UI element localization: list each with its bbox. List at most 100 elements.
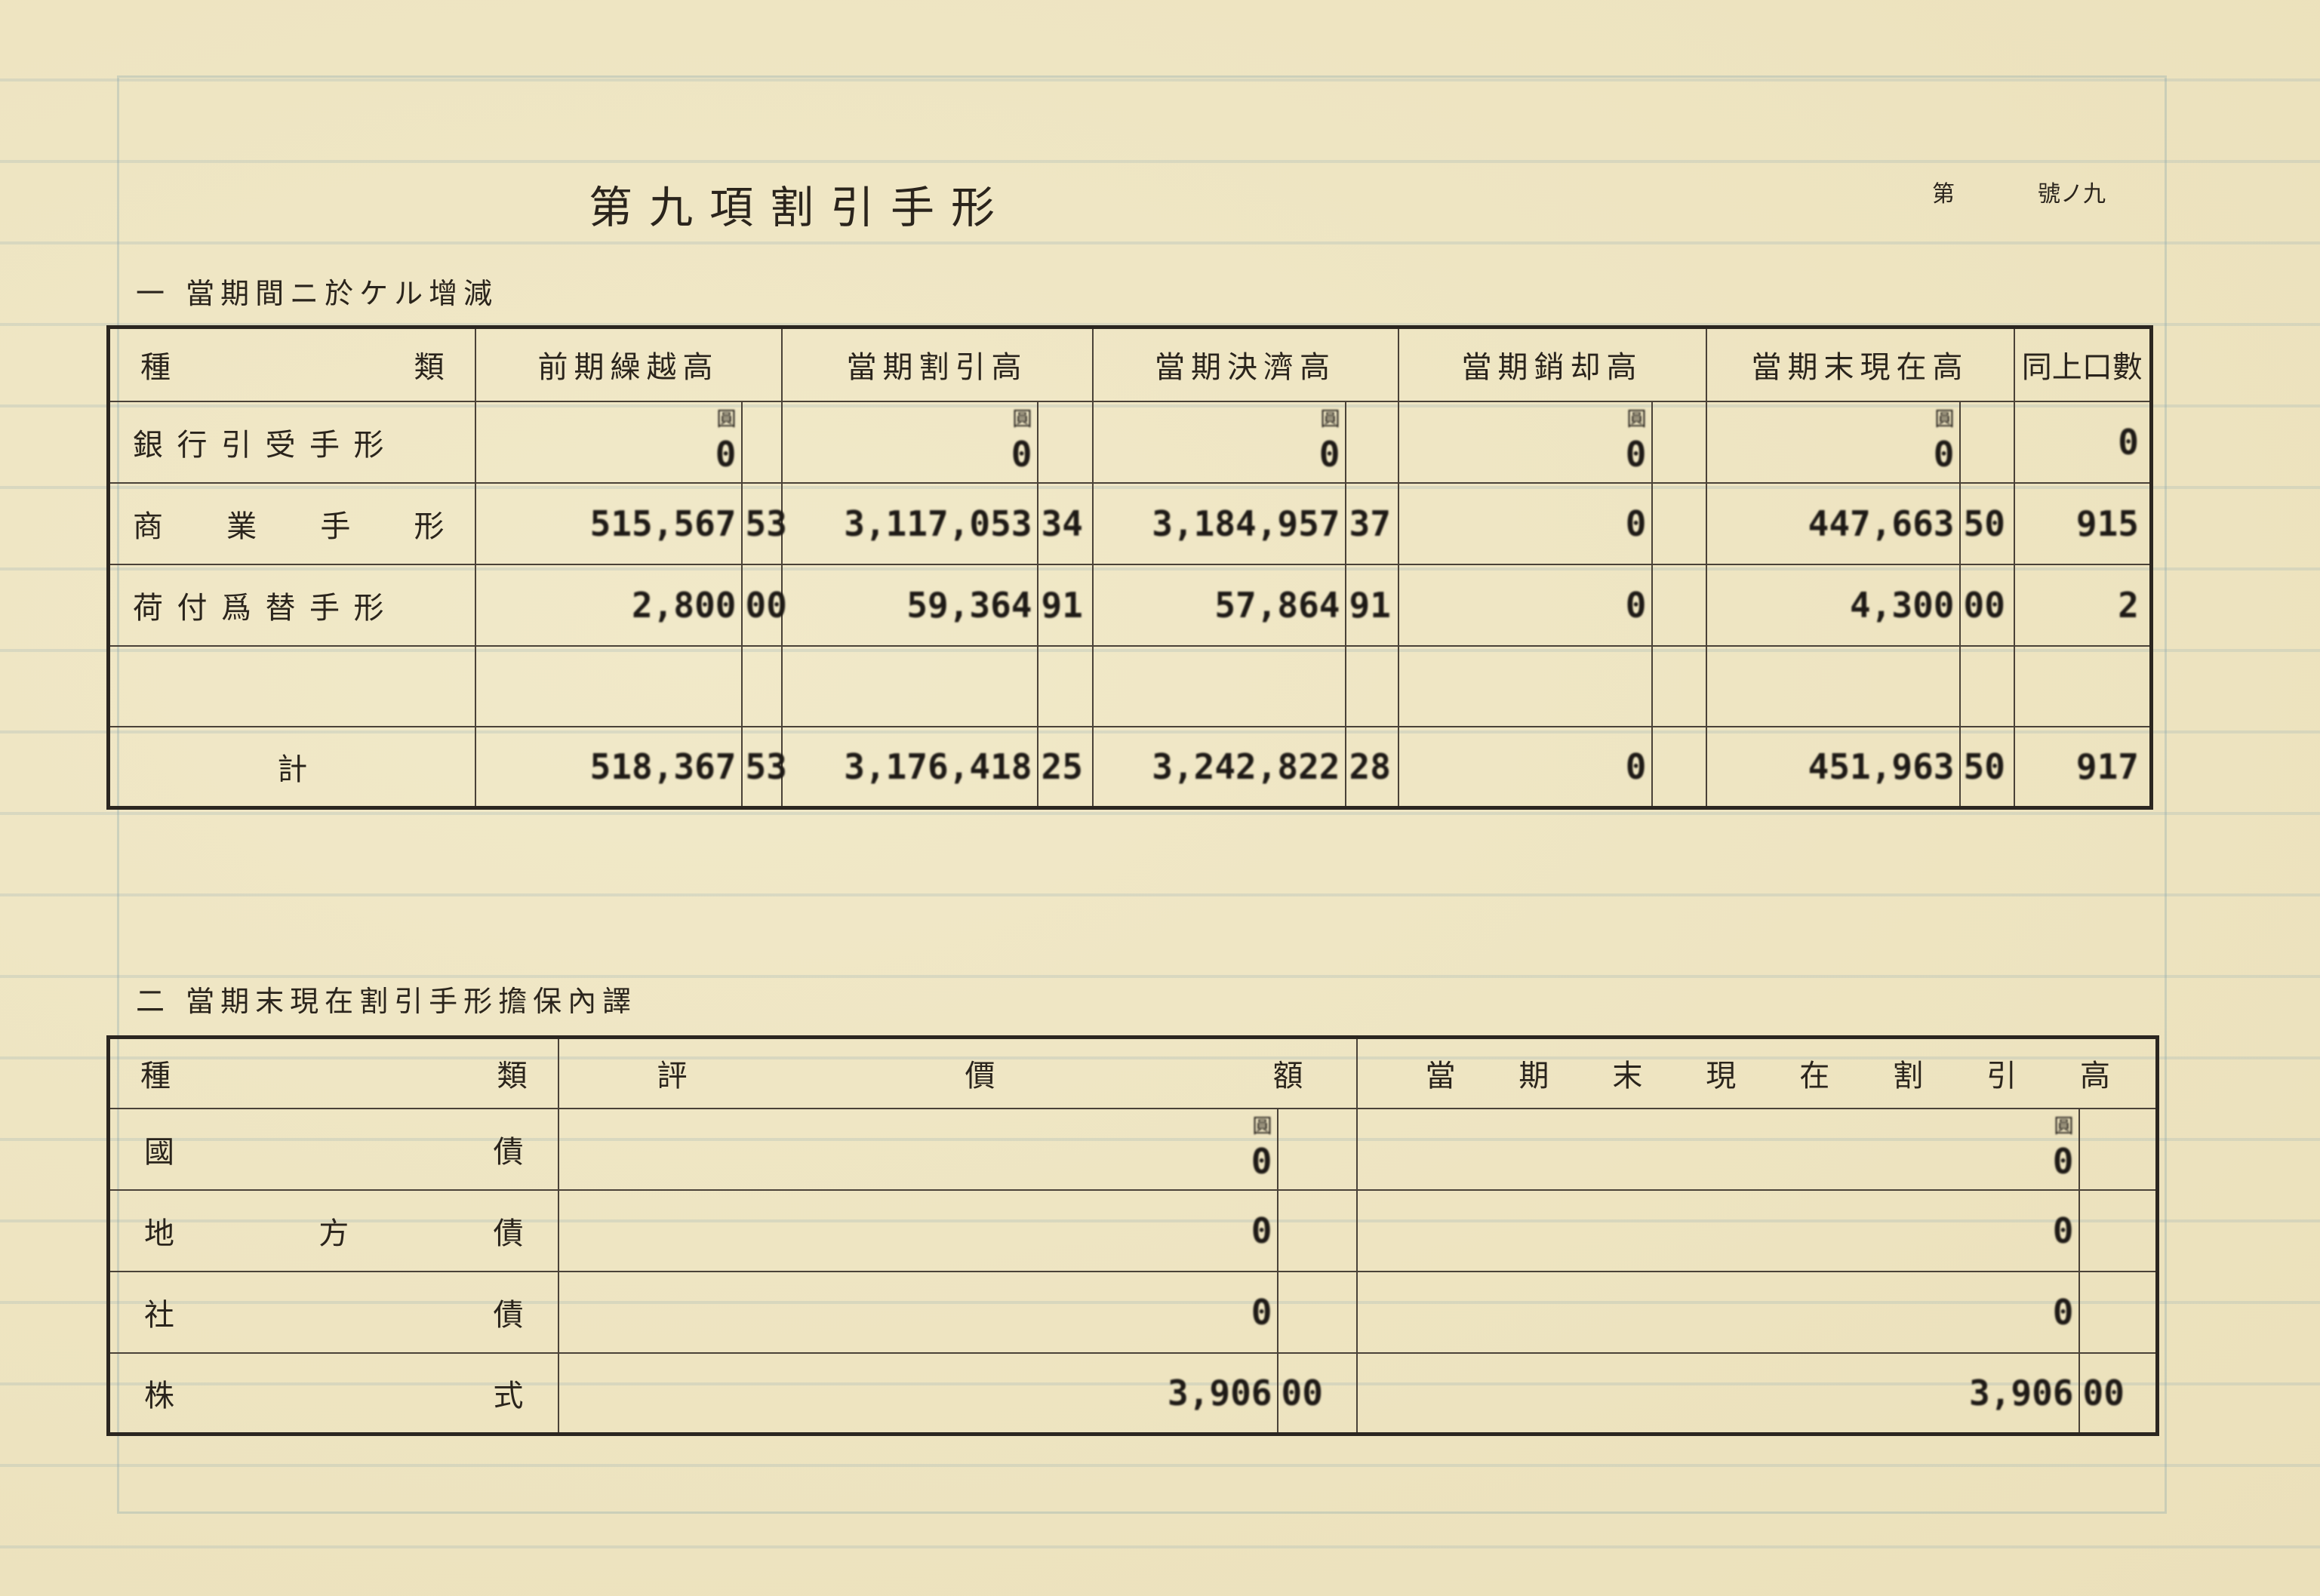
row-type: 地方債: [107, 1189, 559, 1272]
type-char: 評: [657, 1059, 688, 1094]
increase-decrease-table: 種類前期繰越高 當期割引高 當期決濟高 當期銷却高 當期末現在高 同上口數銀行引受手形 0 圓…: [106, 325, 2153, 810]
type-char: 高: [2079, 1059, 2110, 1094]
type-char: 在: [1799, 1059, 1830, 1094]
type-char: 價: [965, 1059, 995, 1094]
amount-sen: [2078, 1107, 2158, 1191]
amount-sen: 00: [1959, 563, 2015, 647]
amount-sen: [2078, 1189, 2158, 1272]
section2-heading: 二 當期末現在割引手形擔保內譯: [136, 985, 638, 1018]
amount-yen: 518,367: [474, 725, 743, 809]
type-label: 種類: [140, 1051, 528, 1095]
type-char: 計: [277, 752, 308, 787]
amount-yen: 0: [1355, 1270, 2080, 1354]
amount-yen: 447,663: [1705, 481, 1961, 565]
type-char: 社: [144, 1297, 174, 1333]
type-char: 割: [1893, 1059, 1924, 1094]
currency-unit: 圓: [1934, 407, 1955, 431]
amount-yen: [474, 644, 743, 727]
amount-sen: [1959, 644, 2015, 727]
amount-sen: [2078, 1270, 2158, 1354]
row-type: 銀行引受手形: [107, 400, 476, 484]
currency-unit: 圓: [1320, 407, 1340, 431]
amount-sen: [741, 644, 783, 727]
page-number-prefix: 第: [1932, 181, 1955, 208]
type-label: 荷付爲替手形: [133, 583, 384, 627]
amount-sen: [741, 400, 783, 484]
amount-sen: 00: [741, 563, 787, 647]
column-header: 當期決濟高: [1091, 326, 1399, 402]
amount-yen: 4,300: [1705, 563, 1961, 647]
type-char: 債: [493, 1297, 524, 1333]
type-char: 銀: [133, 427, 163, 463]
header-row: 種類前期繰越高 當期割引高 當期決濟高 當期銷却高 當期末現在高 同上口數: [107, 326, 2152, 402]
type-char: 引: [221, 427, 251, 463]
type-char: 現: [1706, 1059, 1737, 1094]
amount-yen: 3,242,822: [1091, 725, 1346, 809]
amount-sen: [1959, 400, 2015, 484]
currency-unit: 圓: [1626, 407, 1647, 431]
type-char: 式: [493, 1378, 524, 1413]
amount-sen: 00: [2078, 1352, 2158, 1435]
amount-sen: 91: [1037, 563, 1094, 647]
amount-yen: 451,963: [1705, 725, 1961, 809]
type-label: 計: [110, 745, 475, 789]
amount-sen: 00: [1277, 1352, 1358, 1435]
type-char: 類: [497, 1059, 528, 1094]
column-header: 當期銷却高: [1397, 326, 1707, 402]
column-header: 當期割引高: [780, 326, 1094, 402]
table-row: 荷付爲替手形 2,800 00 59,364 91 57,864 91 0 4,300 00 2: [107, 563, 2152, 647]
currency-unit: 圓: [1012, 407, 1032, 431]
table-row: 商 業 手 形 515,567 53 3,117,053 34 3,184,957 37 0 447,…: [107, 481, 2152, 565]
type-char: 形: [353, 590, 384, 626]
type-char: 手: [309, 427, 340, 463]
type-label: 國債: [144, 1127, 524, 1171]
amount-yen: 3,906: [1355, 1352, 2080, 1435]
amount-yen: 0: [1397, 563, 1653, 647]
amount-sen: [1345, 400, 1399, 484]
amount-sen: [1651, 481, 1707, 565]
type-char: 額: [1272, 1059, 1303, 1094]
type-char: 國: [144, 1134, 174, 1170]
header-row: 種類評價額當期末現在割引高: [107, 1036, 2158, 1109]
count: 0: [2013, 400, 2152, 484]
amount-sen: 28: [1345, 725, 1399, 809]
type-char: 手: [309, 590, 340, 626]
table-row: 株式 3,906 00 3,906 00: [107, 1352, 2158, 1435]
amount-sen: 91: [1345, 563, 1399, 647]
type-char: 地: [144, 1216, 174, 1251]
amount-sen: 37: [1345, 481, 1399, 565]
amount-sen: 25: [1037, 725, 1094, 809]
count: [2013, 644, 2152, 727]
type-label: 評價額: [657, 1051, 1303, 1095]
type-char: 種: [140, 1059, 171, 1094]
type-char: 替: [265, 590, 296, 626]
column-header: 當期末現在高: [1705, 326, 2015, 402]
amount-sen: 34: [1037, 481, 1094, 565]
type-label: 株式: [144, 1371, 524, 1415]
type-label: 商業手形: [133, 502, 445, 546]
type-char: 末: [1612, 1059, 1643, 1094]
header-type: 種類: [107, 326, 476, 402]
amount-yen: 0: [557, 1189, 1278, 1272]
row-type: 計: [107, 725, 476, 809]
type-char: 當: [1425, 1059, 1456, 1094]
type-label: 種類: [140, 343, 445, 386]
section1-heading: 一 當期間ニ於ケル增減: [136, 277, 499, 310]
amount-sen: [1345, 644, 1399, 727]
type-char: 行: [177, 427, 208, 463]
type-char: 業: [226, 509, 257, 544]
amount-sen: [1651, 644, 1707, 727]
type-char: 荷: [133, 590, 163, 626]
type-char: 類: [414, 350, 445, 386]
amount-yen: 2,800: [474, 563, 743, 647]
collateral-breakdown-table: 種類評價額當期末現在割引高國債 0 圓 0 圓地方債 0 0 社債 0 0 株式 3,906 00 3,9…: [106, 1035, 2159, 1436]
type-char: 爲: [221, 590, 251, 626]
